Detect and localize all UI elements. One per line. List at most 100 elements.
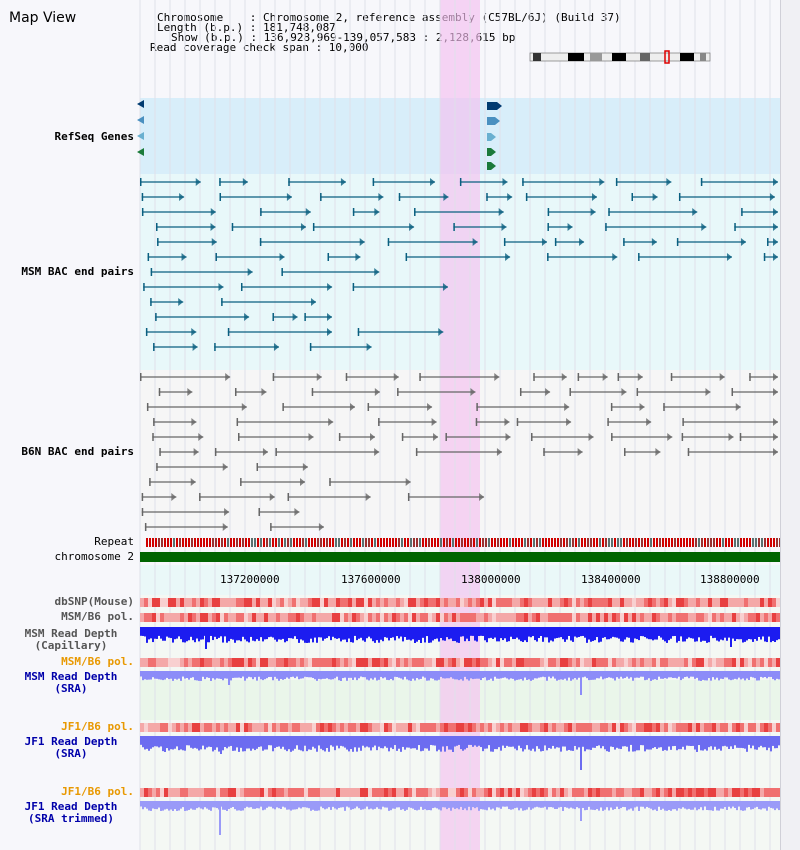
polymorphism-cell [300,658,304,667]
bac-end-arrow [305,208,311,216]
polymorphism-cell [776,788,780,797]
polymorphism-cell [320,598,324,607]
read-depth-bar [466,801,468,811]
polymorphism-cell [168,788,172,797]
read-depth-bar [744,736,746,749]
repeat-segment [467,538,469,547]
polymorphism-cell [248,613,252,622]
chromosome-bar [140,552,780,562]
repeat-segment [611,538,613,547]
read-depth-bar [410,736,412,749]
read-depth-bar [750,801,752,810]
polymorphism-cell [240,613,244,622]
read-depth-bar [464,627,466,642]
polymorphism-cell [732,658,736,667]
polymorphism-cell [368,788,372,797]
polymorphism-cell [204,658,208,667]
bac-end-mark [519,388,522,396]
read-depth-bar [224,671,226,679]
polymorphism-cell [452,723,456,732]
read-depth-spike [205,627,207,649]
polymorphism-cell [200,658,204,667]
bac-end-mark [352,208,355,216]
read-depth-bar [624,801,626,808]
read-depth-bar [658,671,660,677]
polymorphism-cell [684,723,688,732]
read-depth-bar [232,671,234,678]
read-depth-bar [360,736,362,751]
polymorphism-cell [604,613,608,622]
polymorphism-cell [488,658,492,667]
read-depth-bar [410,627,412,641]
polymorphism-cell [360,723,364,732]
bac-end-arrow [242,178,248,186]
polymorphism-cell [616,613,620,622]
read-depth-bar [398,671,400,678]
read-depth-bar [642,736,644,746]
polymorphism-cell [564,613,568,622]
polymorphism-cell [776,613,780,622]
read-depth-bar [202,801,204,810]
read-depth-bar [754,736,756,750]
polymorphism-cell [752,658,756,667]
read-depth-bar [460,801,462,807]
msm-depth-capillary-label: MSM Read Depth (Capillary) [24,627,118,652]
read-depth-bar [266,671,268,679]
read-depth-bar [214,801,216,808]
polymorphism-cell [156,788,160,797]
polymorphism-cell [644,788,648,797]
gene-block [487,117,495,125]
read-depth-bar [414,671,416,681]
read-depth-bar [190,627,192,637]
read-depth-bar [204,671,206,680]
polymorphism-cell [572,613,576,622]
read-depth-bar [264,627,266,640]
polymorphism-cell [732,598,736,607]
read-depth-bar [322,627,324,641]
polymorphism-cell [144,598,148,607]
read-depth-bar [176,801,178,811]
read-depth-bar [420,801,422,807]
read-depth-bar [584,801,586,811]
polymorphism-cell [596,598,600,607]
read-depth-bar [432,671,434,679]
read-depth-bar [414,627,416,643]
polymorphism-cell [228,613,232,622]
read-depth-bar [170,801,172,810]
bac-end-mark [149,478,151,486]
read-depth-bar [294,627,296,637]
polymorphism-cell [588,613,592,622]
read-depth-bar [544,671,546,678]
read-depth-bar [348,671,350,678]
read-depth-spike [220,736,222,754]
polymorphism-cell [268,658,272,667]
read-depth-bar [566,671,568,681]
bac-end-arrow [179,193,185,201]
read-depth-bar [522,627,524,643]
read-depth-bar [418,671,420,680]
read-depth-bar [432,736,434,746]
polymorphism-cell [316,723,320,732]
polymorphism-cell [212,598,216,607]
vertical-scrollbar[interactable] [780,0,800,850]
read-depth-bar [582,801,584,808]
polymorphism-cell [476,598,480,607]
read-depth-bar [460,736,462,750]
bac-end-arrow [479,493,485,501]
read-depth-bar [252,801,254,809]
read-depth-bar [590,736,592,750]
read-depth-bar [166,801,168,809]
polymorphism-cell [416,788,420,797]
polymorphism-cell [688,598,692,607]
polymorphism-cell [496,658,500,667]
polymorphism-cell [580,723,584,732]
read-depth-bar [542,627,544,642]
read-depth-bar [692,801,694,810]
polymorphism-cell [340,613,344,622]
polymorphism-cell [352,613,356,622]
read-depth-bar [672,801,674,810]
polymorphism-cell [164,658,168,667]
read-depth-bar [490,736,492,752]
read-depth-bar [712,801,714,811]
read-depth-bar [712,736,714,750]
